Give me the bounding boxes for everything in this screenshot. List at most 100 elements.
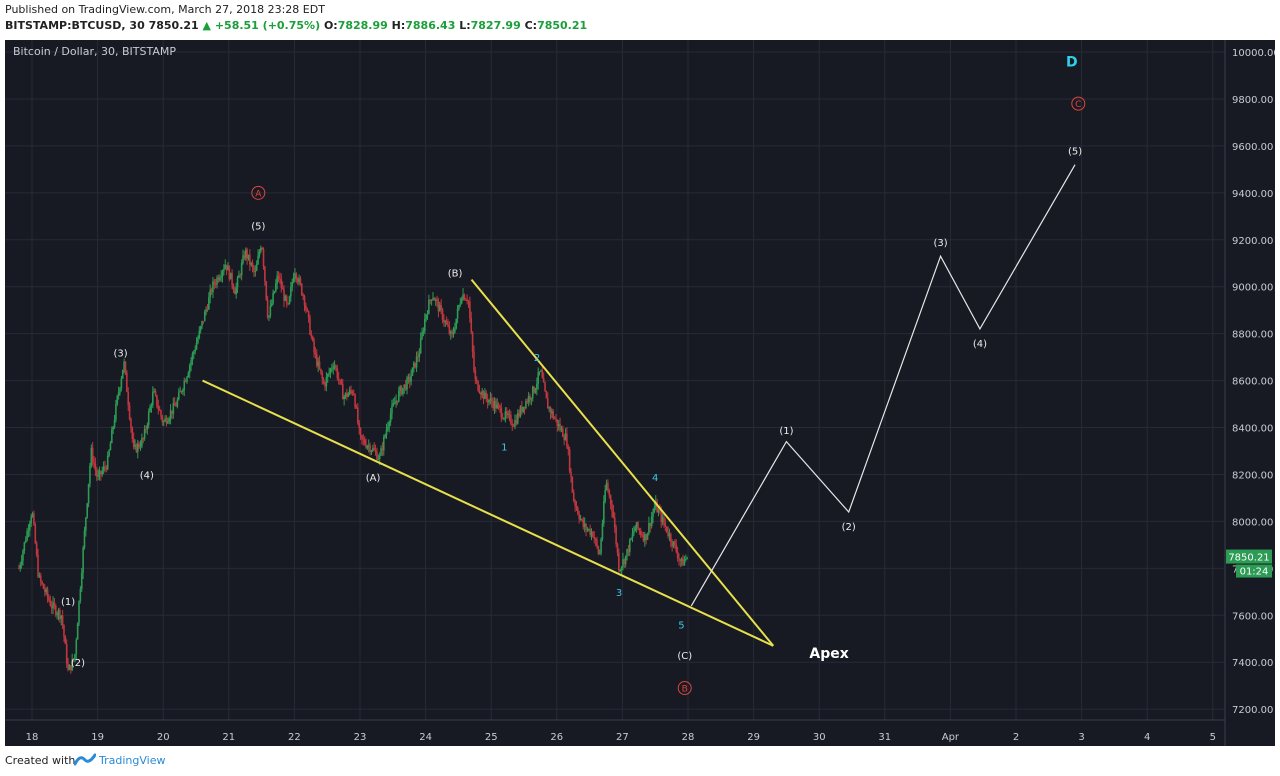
price-bar-body — [145, 429, 147, 431]
price-bar-body — [113, 419, 116, 427]
price-bar-body — [661, 516, 664, 522]
price-bar-body — [589, 528, 591, 535]
price-bar-body — [473, 351, 475, 371]
price-bar-body — [523, 406, 526, 409]
price-bar-body — [180, 391, 183, 393]
price-bar-body — [436, 299, 438, 302]
price-bar-body — [603, 501, 605, 524]
wave-label: 2 — [534, 353, 540, 364]
price-bar-body — [399, 386, 401, 391]
price-bar-body — [333, 365, 336, 368]
price-bar-body — [668, 533, 671, 536]
price-bar-body — [22, 550, 24, 561]
wave-label: (2) — [71, 658, 85, 669]
price-bar-body — [458, 305, 460, 309]
price-bar-body — [527, 395, 530, 403]
price-bar-body — [298, 278, 300, 283]
price-bar-body — [541, 370, 544, 378]
price-bar-body — [191, 353, 194, 361]
last-price-tag — [1226, 549, 1272, 564]
price-bar-body — [156, 394, 158, 407]
price-bar-body — [85, 517, 87, 531]
price-bar-body — [115, 403, 117, 420]
time-tick-label: 5 — [1210, 732, 1216, 743]
price-bar-body — [229, 272, 232, 280]
price-bar-body — [218, 277, 221, 281]
chart-panel[interactable]: 10000.00 9800.00 9600.00 9400.00 9200.00 9000… — [5, 40, 1280, 746]
price-bar-body — [250, 263, 253, 265]
price-bar-body — [363, 439, 366, 445]
time-tick-label: 26 — [550, 732, 563, 743]
price-bar-body — [510, 414, 512, 424]
price-bar-body — [411, 367, 414, 376]
price-bar-body — [463, 294, 466, 300]
price-bar-body — [255, 264, 258, 271]
price-bar-body — [242, 255, 244, 264]
wave-label: (4) — [140, 470, 154, 481]
price-bar-body — [227, 266, 229, 271]
price-bar-body — [220, 276, 222, 278]
price-bar-body — [467, 300, 470, 302]
price-bar-body — [322, 378, 325, 384]
price-bar-body — [254, 270, 257, 272]
price-bar-body — [234, 289, 236, 295]
symbol-label: BITSTAMP:BTCUSD, 30 — [5, 19, 145, 32]
price-bar-body — [213, 281, 216, 285]
price-bar-body — [38, 575, 41, 577]
price-bar-body — [615, 527, 617, 544]
price-tags: 7850.21 01:24 — [1226, 549, 1272, 578]
price-bar-body — [665, 526, 668, 533]
price-bar-body — [675, 544, 678, 552]
price-bar-body — [208, 297, 210, 310]
price-bar-body — [653, 507, 656, 513]
price-tick-label: 8800.00 — [1232, 330, 1273, 341]
price-bar-body — [198, 330, 201, 339]
tradingview-brand[interactable]: TradingView — [99, 754, 166, 767]
price-bar-body — [311, 336, 314, 341]
price-bar-body — [194, 349, 196, 352]
price-bar-body — [519, 406, 522, 416]
price-bar-body — [184, 381, 187, 383]
price-bar-body — [413, 362, 415, 368]
price-bar-body — [415, 356, 418, 368]
price-bar-body — [132, 438, 135, 447]
price-bar-body — [644, 534, 646, 541]
price-bar-body — [560, 428, 563, 430]
price-bar-body — [663, 516, 665, 524]
price-bar-body — [111, 429, 113, 444]
wave-label: C — [1075, 100, 1081, 110]
price-tick-label: 9800.00 — [1232, 95, 1273, 106]
price-bar-body — [507, 414, 509, 416]
price-bar-body — [370, 450, 373, 452]
price-bar-body — [361, 435, 363, 439]
price-bar-body — [214, 284, 217, 286]
price-bar-body — [659, 509, 661, 512]
price-bar-body — [292, 277, 295, 283]
price-bar-body — [46, 589, 49, 598]
price-bar-body — [225, 264, 228, 271]
price-bar-body — [143, 429, 146, 439]
wedge-trendline — [470, 279, 775, 647]
price-bar-body — [555, 418, 557, 420]
price-bar-body — [623, 559, 626, 565]
price-bar-body — [645, 534, 647, 540]
price-bar-body — [78, 600, 80, 624]
price-bar-body — [631, 533, 634, 539]
price-bar-body — [590, 531, 593, 535]
price-bar-body — [253, 266, 255, 272]
price-bar-body — [526, 401, 529, 403]
price-bar-body — [120, 378, 123, 389]
price-bar-body — [23, 542, 26, 551]
price-bar-body — [451, 331, 453, 335]
price-bar-body — [359, 427, 362, 436]
price-bar-body — [445, 321, 448, 325]
price-bar-body — [601, 523, 604, 540]
price-chart[interactable]: 10000.00 9800.00 9600.00 9400.00 9200.00 9000… — [5, 40, 1280, 746]
price-bar-body — [552, 411, 555, 419]
price-bar-body — [674, 541, 676, 545]
price-bar-body — [434, 299, 437, 301]
price-bar-body — [80, 572, 83, 590]
price-bar-body — [307, 310, 310, 318]
time-tick-label: 19 — [91, 732, 104, 743]
price-bar-body — [300, 283, 303, 295]
